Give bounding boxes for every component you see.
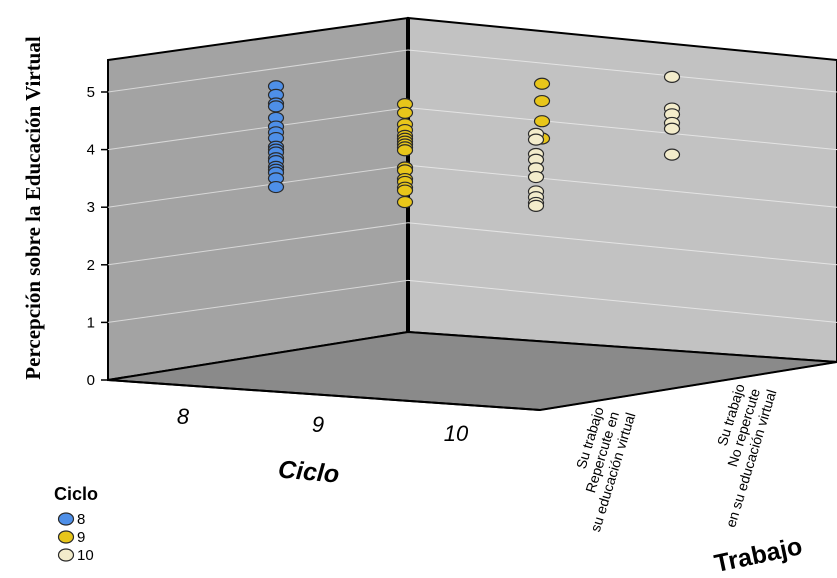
gridlines [107,49,837,323]
x-tick-8: 8 [177,404,190,429]
gridline-left [107,107,409,151]
gridline-left [107,164,409,208]
legend-label-10: 10 [77,547,94,564]
y-tick-label: 1 [87,314,95,331]
svg-text:Su trabajo No repercute: Su trabajo No repercute en su educación … [692,378,780,529]
floor-front-edge [107,379,541,411]
gridline-right [407,222,837,266]
data-point [396,184,414,197]
z-tick-repercute: Su trabajo Repercute en su educación vir… [556,401,639,534]
legend-label-8: 8 [77,511,85,528]
z-tick-no-repercute: Su trabajo No repercute en su educación … [692,378,780,529]
x-tick-10: 10 [444,421,469,446]
gridline-right [407,164,837,208]
data-point [533,115,551,128]
gridline-right [407,279,837,323]
y-axis-title: Percepción sobre la Educación Virtual [21,36,45,380]
data-point [527,199,545,212]
z-axis-title: Trabajo [712,532,805,578]
legend-swatch-9 [57,530,75,544]
data-point [267,180,285,194]
gridline-left [107,222,409,266]
gridline-left [107,279,409,323]
data-point [396,144,414,157]
data-point [527,133,545,146]
left-wall [107,16,409,382]
data-point [663,70,681,83]
svg-text:Su trabajo Repercute en: Su trabajo Repercute en su educación vir… [556,401,638,533]
data-point [396,195,414,209]
data-point [267,100,285,113]
y-axis-ticks: 0 1 2 3 4 5 [87,84,108,389]
legend-title: Ciclo [54,484,98,504]
y-tick-label: 4 [87,142,95,159]
data-point [663,122,681,135]
data-point [663,148,681,161]
y-tick-label: 5 [87,84,95,101]
data-point [533,94,551,108]
right-wall [407,16,837,364]
legend-swatch-10 [57,548,75,562]
legend-label-9: 9 [77,529,85,546]
y-tick-label: 3 [87,199,95,216]
data-point [527,170,545,184]
data-point [396,106,414,119]
gridline-right [407,49,837,93]
floor-right-edge [539,361,837,411]
x-axis-title: Ciclo [277,455,340,488]
legend-swatch-8 [57,512,75,526]
y-tick-label: 0 [87,372,95,389]
gridline-left [107,49,409,93]
gridline-right [407,107,837,151]
data-points [267,70,681,212]
data-point [533,77,551,90]
y-tick-label: 2 [87,257,95,274]
x-tick-9: 9 [312,412,324,437]
